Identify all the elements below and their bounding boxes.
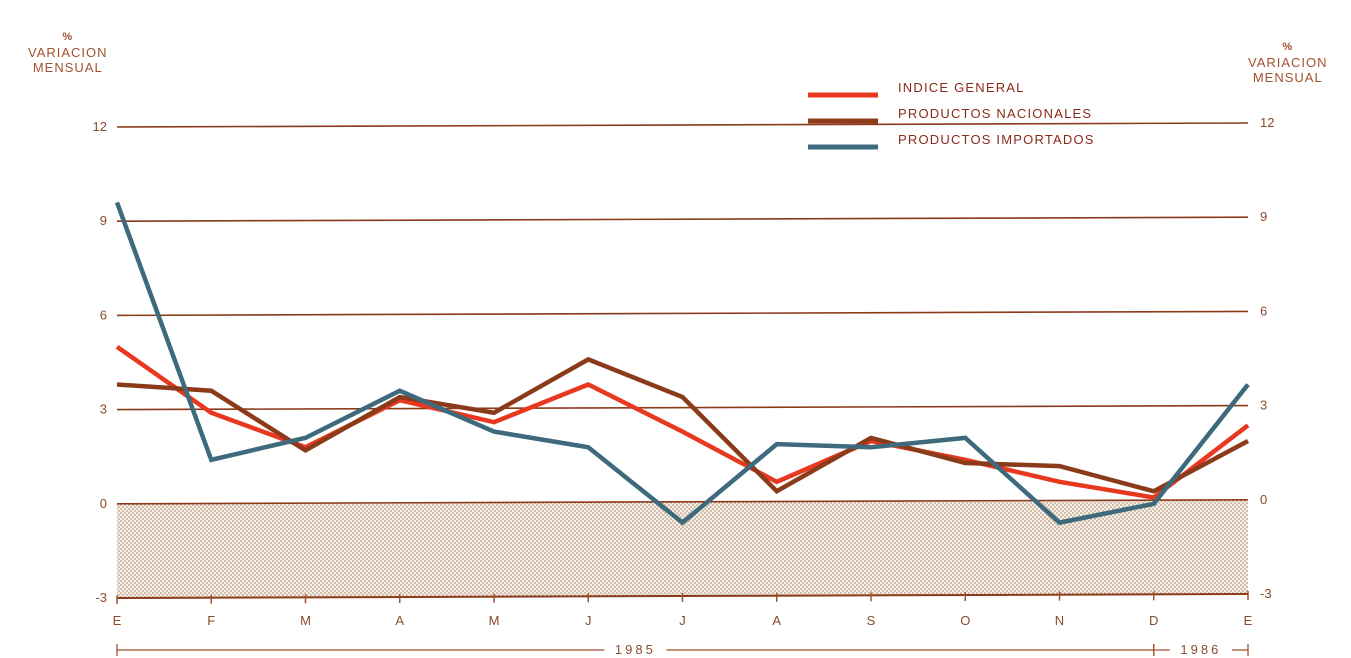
y-tick-label-right: 12 <box>1260 115 1274 130</box>
y-tick-label-right: 3 <box>1260 398 1267 413</box>
left-axis-label-1: VARIACION <box>28 45 108 60</box>
legend-label: INDICE GENERAL <box>898 80 1025 95</box>
x-tick-label: S <box>867 613 876 628</box>
left-axis-unit: % <box>62 31 74 43</box>
gridline <box>116 310 1249 317</box>
right-axis-label-1: VARIACION <box>1248 55 1328 70</box>
series-line-3 <box>114 201 1250 526</box>
y-tick-label-left: -3 <box>95 590 107 605</box>
series-line-1 <box>115 344 1250 500</box>
gridline <box>116 498 1249 505</box>
gridline <box>116 122 1249 128</box>
y-tick-label-right: -3 <box>1260 586 1272 601</box>
x-tick-label: F <box>207 613 215 628</box>
x-tick-label: E <box>1244 613 1253 628</box>
year-label: 1985 <box>615 642 656 657</box>
x-tick-label: N <box>1055 613 1064 628</box>
right-axis-title: % VARIACION MENSUAL <box>1248 40 1328 85</box>
x-tick-label: M <box>300 613 311 628</box>
gridline <box>116 404 1249 411</box>
x-tick-label: D <box>1149 613 1158 628</box>
gridline <box>116 216 1249 222</box>
right-axis-unit: % <box>1282 41 1294 53</box>
y-tick-label-left: 6 <box>100 307 107 322</box>
right-axis-label-2: MENSUAL <box>1252 70 1323 85</box>
x-tick-label: M <box>489 613 500 628</box>
y-tick-label-left: 9 <box>100 213 107 228</box>
legend-label: PRODUCTOS IMPORTADOS <box>898 132 1095 147</box>
left-axis-label-2: MENSUAL <box>32 60 103 75</box>
y-tick-label-right: 9 <box>1260 209 1267 224</box>
x-tick-label: E <box>113 613 122 628</box>
y-tick-label-left: 3 <box>100 402 107 417</box>
x-tick-label: J <box>585 613 592 628</box>
y-tick-label-left: 12 <box>93 119 107 134</box>
negative-zone-shading <box>117 499 1248 598</box>
y-tick-label-left: 0 <box>100 496 107 511</box>
x-tick-label: A <box>772 613 781 628</box>
left-axis-title: % VARIACION MENSUAL <box>28 30 108 75</box>
x-tick-label: A <box>395 613 404 628</box>
y-tick-label-right: 6 <box>1260 303 1267 318</box>
x-tick-label: O <box>960 613 970 628</box>
series-line-2 <box>116 356 1250 495</box>
year-label: 1986 <box>1180 642 1221 657</box>
x-tick-label: J <box>679 613 686 628</box>
y-tick-label-right: 0 <box>1260 492 1267 507</box>
legend-label: PRODUCTOS NACIONALES <box>898 106 1092 121</box>
